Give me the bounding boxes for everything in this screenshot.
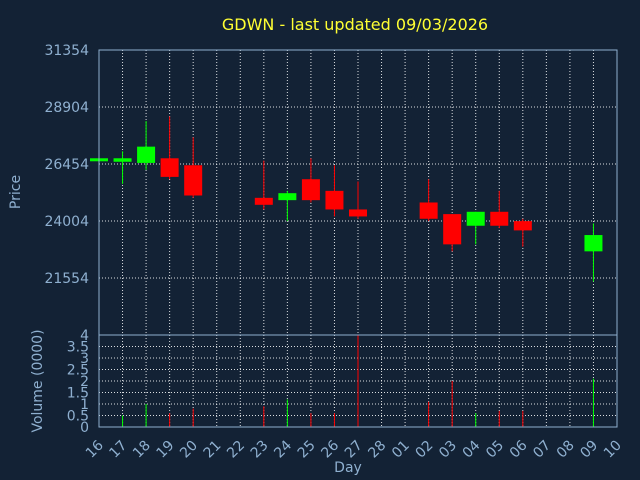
x-tick-label: 05	[483, 438, 507, 462]
candles	[90, 116, 603, 282]
price-y-tick-label: 28904	[44, 100, 89, 116]
candle-body	[349, 209, 367, 217]
volume-y-tick-label: 2	[80, 374, 89, 390]
price-y-tick-label: 21554	[44, 271, 89, 287]
x-ticks: 16 17 18 19 20 21 22 23 24 25 26 27 28 01 02 03 04 05 06 07…	[83, 437, 625, 461]
x-axis-label: Day	[334, 460, 362, 476]
candle-body	[466, 211, 485, 226]
x-tick-label: 08	[554, 438, 578, 462]
chart-title: GDWN - last updated 09/03/2026	[222, 15, 488, 34]
x-tick-label: 02	[413, 438, 437, 462]
x-tick-label: 04	[460, 437, 484, 461]
volume-y-tick-label: 0	[80, 420, 89, 436]
x-tick-label: 01	[389, 438, 413, 462]
volume-y-tick-label: 1	[80, 397, 89, 413]
x-tick-label: 27	[342, 438, 366, 462]
candle-body	[301, 179, 320, 201]
volume-panel-frame	[98, 334, 618, 428]
x-tick-label: 17	[106, 438, 130, 462]
candle-body	[490, 211, 509, 226]
x-tick-label: 20	[177, 438, 201, 462]
x-tick-label: 19	[154, 438, 178, 462]
x-tick-label: 18	[130, 438, 154, 462]
price-y-tick-label: 31354	[44, 43, 89, 59]
volume-y-tick-label: 0.5	[67, 409, 89, 425]
volume-axis-label: Volume (0000)	[30, 329, 46, 432]
candle-body	[325, 190, 344, 210]
x-tick-label: 06	[507, 437, 531, 461]
volume-y-tick-label: 2.5	[67, 363, 89, 379]
x-tick-label: 16	[83, 437, 107, 461]
x-tick-label: 23	[248, 438, 272, 462]
candle-body	[584, 235, 603, 252]
volume-y-ticks: 43.532.521.510.50	[67, 328, 89, 436]
candle-body	[443, 214, 462, 245]
price-y-tick-label: 26454	[44, 157, 89, 173]
x-tick-label: 10	[601, 438, 625, 462]
x-tick-label: 26	[318, 437, 342, 461]
price-grid	[99, 50, 617, 335]
volume-y-tick-label: 3.5	[67, 340, 89, 356]
candle-body	[137, 146, 156, 163]
candle-body	[184, 165, 203, 196]
price-axis-label: Price	[8, 175, 24, 209]
x-tick-label: 22	[224, 438, 248, 462]
candle-body	[254, 197, 273, 205]
volume-y-tick-label: 1.5	[67, 386, 89, 402]
candle-body	[419, 202, 438, 219]
price-y-tick-label: 24004	[44, 214, 89, 230]
volume-y-tick-label: 4	[80, 328, 89, 344]
candle-body	[113, 158, 132, 162]
candle-body	[513, 221, 532, 231]
x-tick-label: 07	[530, 438, 554, 462]
volume-y-tick-label: 3	[80, 351, 89, 367]
x-tick-label: 09	[577, 438, 601, 462]
x-tick-label: 24	[271, 437, 295, 461]
candle-body	[160, 158, 179, 177]
volume-bars	[122, 335, 594, 427]
price-y-ticks: 31354 28904 26454 24004 21554	[44, 43, 89, 287]
candle-body	[278, 193, 297, 201]
x-tick-label: 03	[436, 438, 460, 462]
x-tick-label: 28	[365, 438, 389, 462]
x-tick-label: 21	[201, 438, 225, 462]
x-tick-label: 25	[295, 438, 319, 462]
